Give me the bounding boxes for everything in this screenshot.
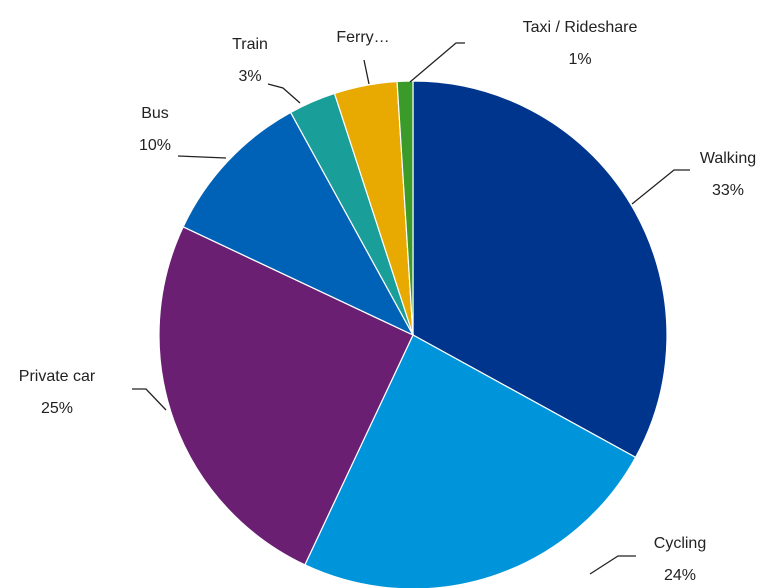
slice-value-label: 33% (712, 182, 744, 199)
pie-slice (412, 80, 668, 459)
slice-value-label: 1% (568, 51, 591, 68)
leader-line (363, 59, 370, 85)
slice-label: Ferry… (336, 29, 389, 46)
leader-line (631, 169, 690, 205)
slice-value-label: 25% (41, 400, 73, 417)
leader-line (589, 555, 636, 575)
slice-label: Train (232, 36, 268, 53)
slice-label: Bus (141, 105, 169, 122)
pie-slice (158, 226, 414, 566)
slice-value-label: 3% (238, 68, 261, 85)
slice-label: Private car (19, 368, 96, 385)
pie-slice (304, 334, 637, 588)
leader-line (409, 42, 465, 83)
pie-slice (182, 111, 415, 337)
slice-label: Cycling (654, 535, 706, 552)
slice-value-label: 24% (664, 567, 696, 584)
slice-value-label: 10% (139, 137, 171, 154)
leader-line (132, 388, 167, 411)
pie-slice (396, 80, 414, 336)
slice-label: Walking (700, 150, 756, 167)
leader-line (177, 155, 227, 159)
leader-line (267, 83, 301, 104)
slice-label: Taxi / Rideshare (523, 19, 638, 36)
